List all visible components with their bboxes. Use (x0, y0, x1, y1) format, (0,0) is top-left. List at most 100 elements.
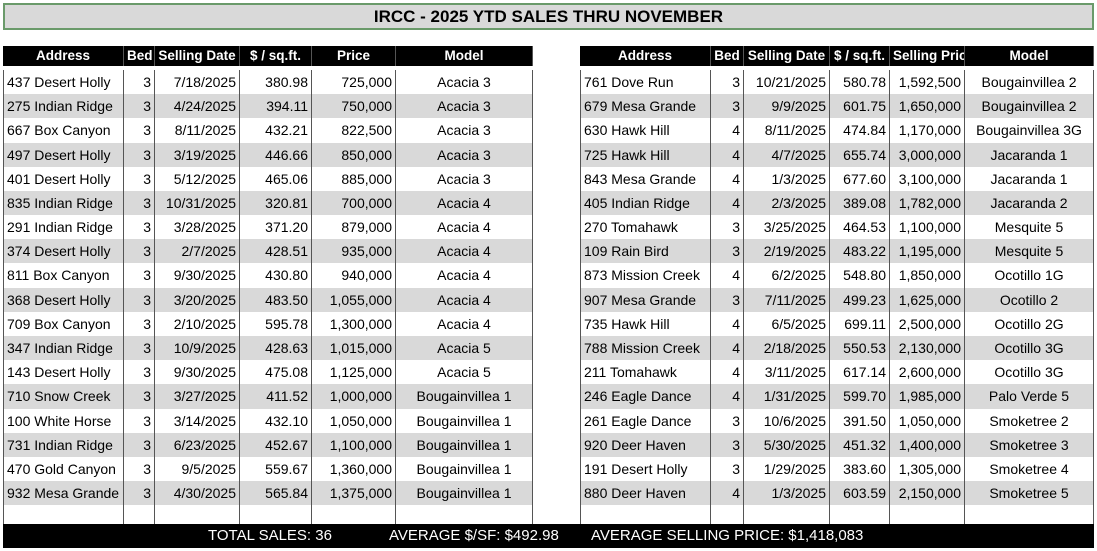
table-cell: 430.80 (240, 263, 312, 288)
table-cell: Bougainvillea 1 (396, 456, 533, 482)
table-cell: Ocotillo 1G (965, 263, 1094, 288)
table-cell: 100 White Horse (3, 408, 124, 433)
table-cell: 3 (124, 384, 155, 409)
table-cell: Acacia 3 (396, 118, 533, 143)
average-price: AVERAGE SELLING PRICE: $1,418,083 (591, 527, 864, 544)
table-cell: 368 Desert Holly (3, 287, 124, 312)
table-cell: 4 (711, 481, 744, 506)
table-cell: 3 (124, 335, 155, 361)
table-cell: 750,000 (312, 94, 396, 119)
table-cell: 191 Desert Holly (580, 456, 711, 482)
table-cell: 880 Deer Haven (580, 481, 711, 506)
column-header: $ / sq.ft. (830, 46, 890, 66)
table-cell: Ocotillo 2G (965, 311, 1094, 336)
table-cell: 380.98 (240, 70, 312, 95)
table-cell: 3/19/2025 (155, 142, 240, 167)
table-cell: 6/23/2025 (155, 432, 240, 457)
table-cell: 3 (124, 215, 155, 240)
table-cell: 428.63 (240, 335, 312, 361)
table-cell: 735 Hawk Hill (580, 311, 711, 336)
table-cell: 275 Indian Ridge (3, 94, 124, 119)
table-cell: Ocotillo 3G (965, 360, 1094, 385)
table-cell: 679 Mesa Grande (580, 94, 711, 119)
table-cell: 559.67 (240, 456, 312, 482)
table-cell: 4 (711, 118, 744, 143)
table-cell: 835 Indian Ridge (3, 190, 124, 216)
table-cell: Acacia 4 (396, 263, 533, 288)
table-cell: 3 (711, 239, 744, 264)
table-cell: 850,000 (312, 142, 396, 167)
column-header: Bed (124, 46, 155, 66)
table-cell: 2/19/2025 (744, 239, 830, 264)
table-cell: 709 Box Canyon (3, 311, 124, 336)
empty-cell (744, 505, 830, 524)
empty-cell (890, 505, 965, 524)
table-cell: 9/5/2025 (155, 456, 240, 482)
table-cell: 699.11 (830, 311, 890, 336)
table-cell: 2,600,000 (890, 360, 965, 385)
table-cell: 3 (711, 94, 744, 119)
table-cell: 1,000,000 (312, 384, 396, 409)
table-cell: 3 (124, 287, 155, 312)
table-cell: 10/9/2025 (155, 335, 240, 361)
table-cell: 3/25/2025 (744, 215, 830, 240)
table-cell: 470 Gold Canyon (3, 456, 124, 482)
table-cell: 405 Indian Ridge (580, 190, 711, 216)
table-cell: 761 Dove Run (580, 70, 711, 95)
table-cell: Bougainvillea 3G (965, 118, 1094, 143)
table-cell: 3,100,000 (890, 166, 965, 191)
table-cell: 389.08 (830, 190, 890, 216)
table-cell: 383.60 (830, 456, 890, 482)
table-cell: 822,500 (312, 118, 396, 143)
table-cell: 6/5/2025 (744, 311, 830, 336)
table-cell: 3 (124, 142, 155, 167)
table-cell: 7/18/2025 (155, 70, 240, 95)
table-cell: Acacia 4 (396, 287, 533, 312)
table-cell: 4 (711, 166, 744, 191)
table-cell: 920 Deer Haven (580, 432, 711, 457)
table-cell: 451.32 (830, 432, 890, 457)
table-cell: 143 Desert Holly (3, 360, 124, 385)
table-cell: 3 (711, 215, 744, 240)
table-cell: 483.22 (830, 239, 890, 264)
table-cell: 3 (124, 360, 155, 385)
table-cell: 464.53 (830, 215, 890, 240)
column-header: Address (580, 46, 711, 66)
column-header: Address (3, 46, 124, 66)
table-cell: 5/30/2025 (744, 432, 830, 457)
table-cell: 879,000 (312, 215, 396, 240)
table-cell: 4 (711, 335, 744, 361)
table-cell: 1,300,000 (312, 311, 396, 336)
table-cell: Smoketree 3 (965, 432, 1094, 457)
table-cell: Ocotillo 3G (965, 335, 1094, 361)
table-cell: 109 Rain Bird (580, 239, 711, 264)
table-cell: Mesquite 5 (965, 215, 1094, 240)
table-cell: 374 Desert Holly (3, 239, 124, 264)
table-cell: 1/3/2025 (744, 481, 830, 506)
table-cell: 617.14 (830, 360, 890, 385)
column-header: Bed (711, 46, 744, 66)
table-cell: Jacaranda 2 (965, 190, 1094, 216)
table-cell: 565.84 (240, 481, 312, 506)
table-cell: 10/6/2025 (744, 408, 830, 433)
table-cell: 630 Hawk Hill (580, 118, 711, 143)
table-cell: 3 (711, 408, 744, 433)
table-cell: 1,125,000 (312, 360, 396, 385)
footer-bar (3, 524, 1094, 548)
table-cell: 4/7/2025 (744, 142, 830, 167)
table-cell: 3/11/2025 (744, 360, 830, 385)
table-cell: 428.51 (240, 239, 312, 264)
table-cell: Bougainvillea 2 (965, 70, 1094, 95)
table-cell: 1,985,000 (890, 384, 965, 409)
table-cell: Mesquite 5 (965, 239, 1094, 264)
average-psf: AVERAGE $/SF: $492.98 (389, 527, 559, 544)
table-cell: 4 (711, 263, 744, 288)
table-cell: 211 Tomahawk (580, 360, 711, 385)
table-cell: 7/11/2025 (744, 287, 830, 312)
table-cell: 1,850,000 (890, 263, 965, 288)
table-cell: 3 (124, 118, 155, 143)
table-cell: 873 Mission Creek (580, 263, 711, 288)
table-cell: Bougainvillea 1 (396, 481, 533, 506)
table-cell: 601.75 (830, 94, 890, 119)
table-cell: 599.70 (830, 384, 890, 409)
